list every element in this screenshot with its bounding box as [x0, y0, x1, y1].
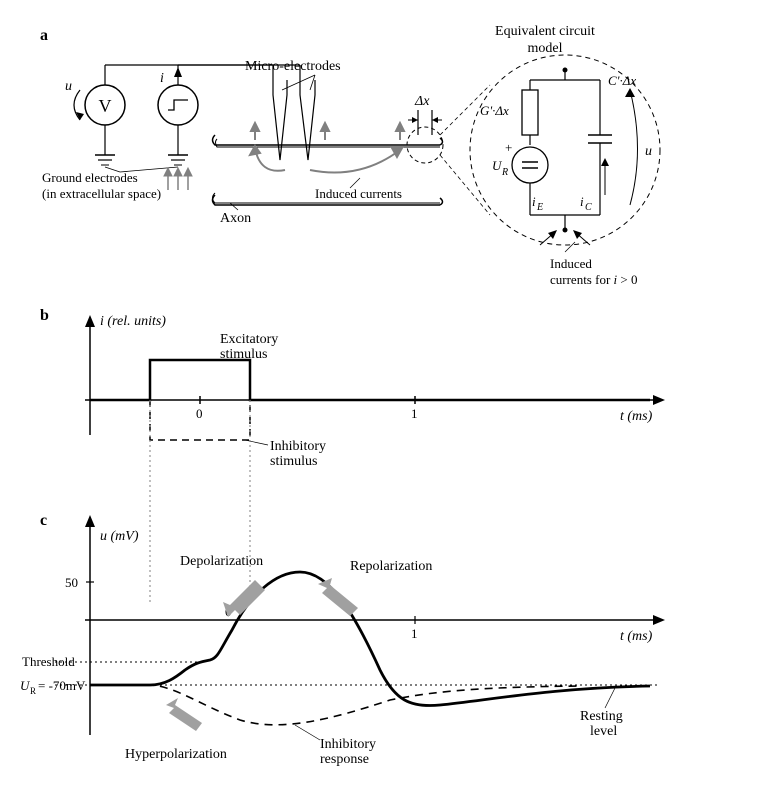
ur-sub-c: R — [30, 686, 36, 696]
dx-arr-l-head — [412, 117, 418, 123]
microelec-label: Micro-electrodes — [245, 59, 341, 74]
inhib-leader — [245, 440, 268, 445]
hyper-arrow — [166, 698, 202, 731]
b-xlabel: t (ms) — [620, 409, 653, 424]
induced-footer-1: Induced — [550, 256, 592, 271]
induced-arrows — [250, 123, 404, 173]
c-yarrow — [85, 515, 95, 527]
excitatory-label-2: stimulus — [220, 347, 267, 362]
axon-leader — [230, 203, 238, 210]
zoom-line2 — [440, 155, 490, 215]
voltmeter-letter: V — [99, 96, 112, 116]
c-ylabel: u (mV) — [100, 529, 139, 544]
i-symbol: i — [160, 71, 164, 86]
inhib-label-1: Inhibitory — [270, 439, 326, 454]
resting-label-1: Resting — [580, 709, 623, 724]
panel-b-label: b — [40, 307, 49, 324]
dx-label: Δx — [414, 94, 430, 109]
figure-svg: a Equivalent circuit model V u i Ground … — [20, 20, 747, 778]
figure-container: a Equivalent circuit model V u i Ground … — [20, 20, 747, 778]
panel-a-label: a — [40, 27, 48, 44]
resting-label-2: level — [590, 724, 617, 739]
b-tick0-label: 0 — [196, 406, 203, 421]
axon-top-outer — [213, 135, 441, 145]
ic-text: i — [580, 194, 584, 209]
repol-arrow — [318, 578, 358, 616]
depol-label: Depolarization — [180, 554, 263, 569]
ic-sub: C — [585, 202, 592, 213]
panel-c: c u (mV) t (ms) 50 0 1 Threshold U R = -… — [20, 512, 665, 767]
panel-c-label: c — [40, 512, 47, 529]
ur-sub: R — [501, 167, 508, 178]
induced-label: Induced currents — [315, 186, 402, 201]
gnd-label-2: (in extracellular space) — [42, 186, 161, 201]
c-xlabel: t (ms) — [620, 629, 653, 644]
c-label: C'·Δx — [608, 73, 636, 88]
hyper-label: Hyperpolarization — [125, 747, 227, 762]
b-xarrow — [653, 395, 665, 405]
current-source-circle — [158, 85, 198, 125]
ur-plus: + — [505, 140, 512, 155]
inhib-resp-label-1: Inhibitory — [320, 737, 376, 752]
c-xarrow — [653, 615, 665, 625]
threshold-label: Threshold — [22, 654, 75, 669]
repol-label: Repolarization — [350, 559, 432, 574]
ie-text: i — [532, 194, 536, 209]
inhib-resp-label-2: response — [320, 752, 369, 767]
dx-arr-r-head — [432, 117, 438, 123]
gray-arrows-ground — [164, 168, 192, 190]
c-ytick50-label: 50 — [65, 575, 78, 590]
resting-leader — [605, 688, 615, 708]
b-ylabel: i (rel. units) — [100, 314, 166, 329]
c-xtick1: 1 — [411, 626, 418, 641]
circuit-title-1: Equivalent circuit — [495, 24, 595, 39]
excitatory-label-1: Excitatory — [220, 332, 278, 347]
step-symbol — [168, 100, 188, 110]
inhib-resp-leader — [295, 725, 320, 740]
action-potential — [90, 572, 650, 706]
axon-top-inner — [216, 139, 441, 147]
b-tick1-label: 1 — [411, 406, 418, 421]
axon-label: Axon — [220, 211, 251, 226]
circuit: + G'·Δx C'·Δx U R i E i C u — [480, 68, 652, 246]
b-yarrow — [85, 315, 95, 327]
excitatory-pulse — [90, 360, 650, 400]
panel-a: a Equivalent circuit model V u i Ground … — [40, 24, 660, 287]
gnd-label-1: Ground electrodes — [42, 170, 138, 185]
circuit-title-2: model — [528, 41, 563, 56]
induced-footer-leader — [565, 242, 575, 252]
i-arrow — [174, 67, 182, 77]
ie-sub: E — [536, 202, 543, 213]
u-circuit: u — [645, 144, 652, 159]
u-symbol: u — [65, 79, 72, 94]
induced-footer-2: currents for i > 0 — [550, 272, 638, 287]
inhibitory-pulse — [90, 400, 650, 440]
inhib-label-2: stimulus — [270, 454, 317, 469]
g-label: G'·Δx — [480, 103, 509, 118]
axon-bot-end — [440, 198, 443, 205]
ur-eq: = -70mV — [38, 678, 86, 693]
inhibitory-response — [90, 685, 580, 725]
